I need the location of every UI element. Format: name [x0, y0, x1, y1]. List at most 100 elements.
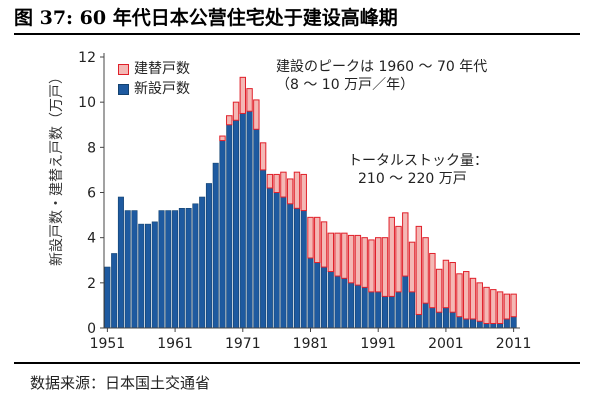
- x-tick-label-2001: 2001: [428, 336, 464, 352]
- bar-replacement-1991: [374, 237, 382, 293]
- source-rule: [14, 362, 580, 364]
- bar-replacement-1983: [320, 221, 328, 268]
- bar-new-1973: [253, 128, 260, 329]
- bar-new-1989: [361, 287, 368, 329]
- bar-new-1974: [260, 169, 267, 329]
- bar-new-1983: [321, 266, 328, 329]
- annotation-stock: トータルストック量： 210 ～ 220 万戸: [348, 152, 488, 188]
- bar-new-1962: [178, 208, 185, 329]
- bar-new-1975: [266, 187, 273, 329]
- bar-replacement-1977: [280, 171, 287, 198]
- bar-new-1969: [226, 124, 233, 329]
- bar-replacement-1996: [408, 241, 416, 293]
- bar-replacement-2010: [503, 293, 511, 320]
- x-tick-label-1981: 1981: [293, 336, 329, 352]
- bar-replacement-1979: [293, 171, 301, 209]
- bar-new-1967: [212, 162, 219, 329]
- bar-new-1980: [300, 210, 307, 329]
- bar-new-1954: [124, 210, 131, 329]
- bar-replacement-1974: [259, 142, 267, 171]
- bar-replacement-1995: [402, 212, 409, 277]
- bar-new-1982: [314, 262, 321, 329]
- bar-replacement-1972: [246, 88, 253, 112]
- bar-replacement-2000: [435, 268, 443, 313]
- bar-new-2001: [442, 307, 449, 329]
- bar-new-2003: [456, 316, 463, 329]
- legend-label-new: 新設戸数: [134, 81, 190, 97]
- bar-new-1961: [172, 210, 179, 329]
- bar-new-1999: [429, 307, 436, 329]
- bar-replacement-2009: [496, 291, 504, 324]
- y-tick-label-8: 8: [87, 140, 96, 156]
- bar-new-1995: [402, 275, 409, 329]
- bar-replacement-1987: [347, 234, 355, 284]
- bar-new-1994: [395, 291, 402, 329]
- bar-replacement-1985: [334, 232, 341, 277]
- y-tick-label-12: 12: [78, 50, 96, 66]
- bar-new-2000: [436, 311, 443, 329]
- bar-replacement-1984: [327, 232, 335, 273]
- bar-new-1978: [287, 203, 294, 329]
- bar-new-2002: [449, 311, 456, 329]
- bar-new-2007: [483, 323, 490, 329]
- bar-replacement-1969: [226, 115, 233, 126]
- bar-replacement-1978: [286, 178, 294, 205]
- bar-new-1991: [375, 291, 382, 329]
- bar-new-1971: [239, 113, 246, 329]
- bar-new-1963: [185, 208, 192, 329]
- bar-replacement-1986: [341, 232, 348, 279]
- x-tick-label-1971: 1971: [225, 336, 261, 352]
- bar-replacement-2003: [456, 273, 463, 318]
- bar-new-1998: [422, 302, 429, 329]
- y-axis-label: 新設戸数・建替え戸数（万戸）: [49, 70, 65, 266]
- bar-new-1966: [205, 183, 212, 329]
- bar-replacement-2001: [442, 259, 450, 309]
- x-tick-label-1991: 1991: [360, 336, 396, 352]
- x-tick-label-2011: 2011: [496, 336, 532, 352]
- axes-group: 0 2 4 6 8 10 12 1951 1961 1971 1981 1991 2001 2011: [78, 50, 531, 352]
- bar-new-1986: [341, 278, 348, 329]
- legend-swatch-new: [118, 83, 129, 95]
- bar-new-1979: [293, 208, 300, 329]
- source-note: 数据来源：日本国土交通省: [30, 374, 211, 392]
- bar-replacement-2006: [476, 282, 483, 322]
- bar-replacement-1970: [232, 101, 240, 121]
- bar-new-1970: [233, 119, 240, 329]
- annotation-peak-line2: （8 ～ 10 万戸／年）: [276, 77, 415, 93]
- bar-replacement-1976: [273, 173, 280, 193]
- bar-replacement-1973: [253, 99, 260, 130]
- bar-replacement-1990: [368, 239, 375, 293]
- legend: 建替戸数 新設戸数: [118, 59, 190, 99]
- bar-new-1951: [104, 266, 111, 329]
- bar-new-2011: [510, 316, 517, 329]
- annotation-stock-line1: トータルストック量：: [348, 153, 488, 169]
- bar-new-1988: [354, 284, 361, 329]
- bar-new-1977: [280, 196, 287, 329]
- bar-new-1965: [199, 196, 206, 329]
- y-tick-label-4: 4: [87, 231, 96, 247]
- bar-replacement-1981: [307, 216, 314, 259]
- bar-replacement-2005: [469, 277, 477, 320]
- bar-replacement-2007: [483, 286, 490, 324]
- bar-new-1960: [165, 210, 172, 329]
- bars-group: [104, 76, 517, 329]
- bar-replacement-1999: [429, 252, 436, 309]
- bar-new-1985: [334, 275, 341, 329]
- bar-replacement-1992: [381, 237, 389, 297]
- bar-replacement-1988: [354, 234, 362, 286]
- annotation-peak: 建設のピークは 1960 ～ 70 年代 （8 ～ 10 万戸／年）: [276, 58, 487, 94]
- bar-replacement-1998: [422, 237, 429, 304]
- bar-replacement-1994: [395, 225, 402, 293]
- bar-new-1968: [219, 140, 226, 329]
- bar-replacement-2011: [510, 293, 517, 318]
- bar-replacement-1989: [361, 237, 368, 288]
- y-tick-label-10: 10: [78, 95, 96, 111]
- bar-new-1958: [151, 221, 158, 329]
- y-tick-label-6: 6: [87, 186, 96, 202]
- bar-replacement-2002: [449, 262, 456, 313]
- bar-new-1952: [111, 253, 118, 329]
- x-tick-label-1961: 1961: [157, 336, 193, 352]
- y-tick-label-2: 2: [87, 276, 96, 292]
- bar-replacement-2008: [490, 289, 497, 324]
